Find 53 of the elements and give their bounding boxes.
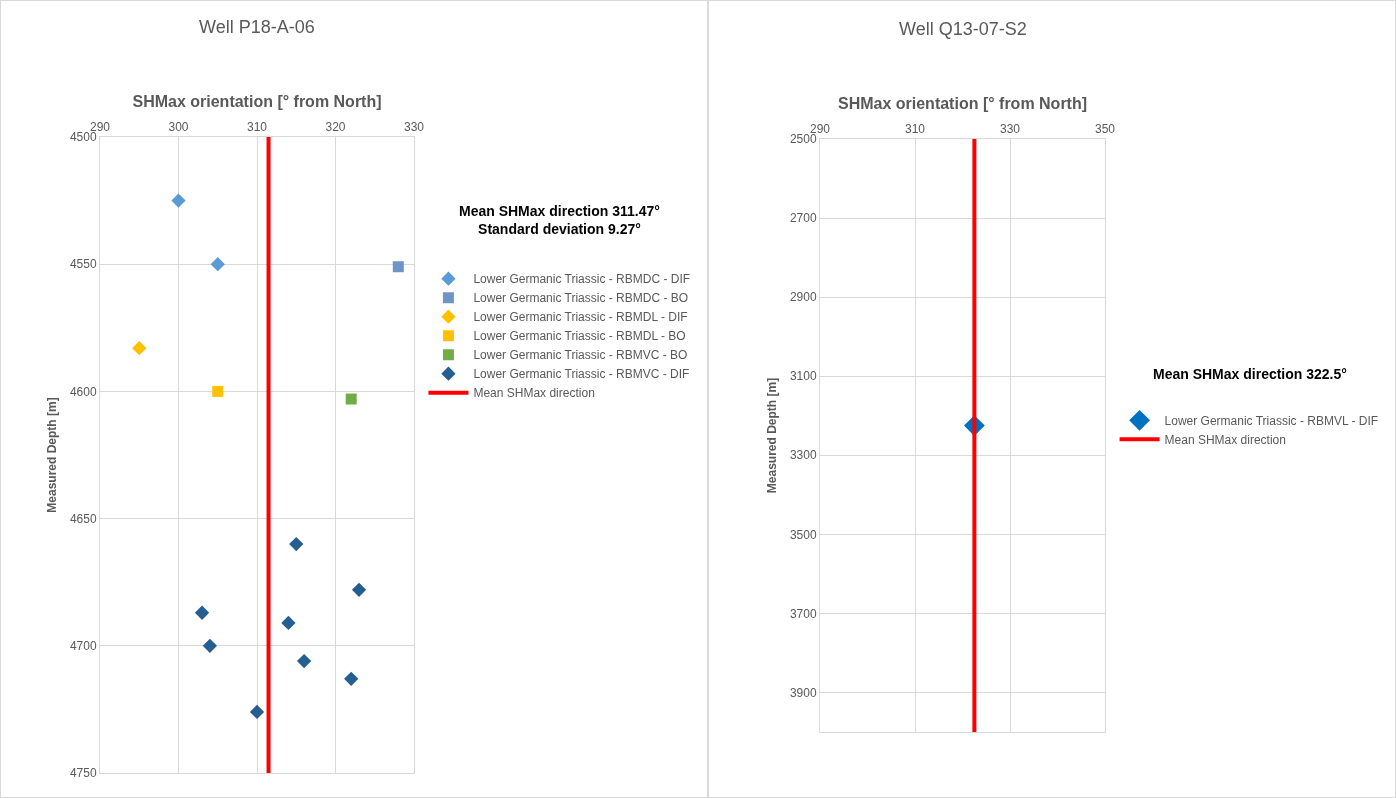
legend-label: Lower Germanic Triassic - RBMDC - DIF [473, 272, 691, 287]
chart-title: Well P18-A-06 [199, 17, 315, 37]
y-tick-label: 3100 [789, 369, 817, 384]
x-axis-title: SHMax orientation [° from North] [837, 95, 1088, 113]
legend-label: Lower Germanic Triassic - RBMVL - DIF [1164, 414, 1379, 429]
y-tick-label: 3500 [789, 527, 817, 542]
y-tick-label: 2500 [789, 132, 817, 147]
y-tick-label: 4600 [69, 384, 97, 399]
point [344, 671, 359, 687]
y-tick-label: 3700 [789, 606, 817, 621]
point [132, 341, 147, 356]
point [202, 638, 218, 653]
legend-label: Lower Germanic Triassic - RBMDL - DIF [473, 310, 688, 325]
y-tick-label: 4700 [69, 639, 97, 653]
text: Mean SHMax direction 322.5° [1153, 366, 1347, 382]
point [351, 582, 367, 597]
x-tick-label: 310 [246, 120, 268, 135]
y-tick-label: 4750 [69, 766, 97, 781]
point [194, 605, 210, 620]
y-tick-label: 2900 [789, 290, 817, 305]
legend-label: Mean SHMax direction [1164, 433, 1286, 448]
point [249, 704, 265, 720]
y-axis-title: Measured Depth [m] [45, 397, 60, 513]
y-axis-title: Measured Depth [m] [765, 377, 780, 494]
text: Standard deviation 9.27° [478, 221, 641, 238]
x-tick-label: 330 [999, 122, 1021, 137]
y-tick-label: 4550 [69, 257, 97, 272]
x-tick-label: 350 [1094, 122, 1116, 137]
legend-label: Lower Germanic Triassic - RBMDL - BO [473, 329, 686, 344]
point [210, 257, 225, 272]
chart-title: Well Q13-07-S2 [899, 19, 1027, 39]
legend-label: Lower Germanic Triassic - RBMVC - BO [473, 348, 688, 363]
y-tick-label: 4650 [69, 511, 97, 526]
x-axis-title: SHMax orientation [° from North] [132, 93, 382, 111]
x-tick-label: 310 [904, 122, 926, 137]
point [212, 385, 224, 397]
x-tick-label: 320 [325, 120, 346, 135]
legend-label: Lower Germanic Triassic - RBMDC - BO [473, 291, 689, 306]
y-tick-label: 3300 [789, 448, 817, 463]
y-tick-label: 2700 [789, 211, 817, 226]
point [296, 653, 312, 669]
point [289, 536, 304, 552]
point [281, 615, 296, 631]
x-tick-label: 300 [168, 120, 189, 135]
point [345, 393, 357, 405]
legend-label: Mean SHMax direction [473, 386, 595, 401]
point [171, 193, 186, 208]
legend-label: Lower Germanic Triassic - RBMVC - DIF [473, 367, 690, 382]
text: Mean SHMax direction 311.47° [459, 203, 660, 219]
y-tick-label: 4500 [69, 130, 97, 145]
y-tick-label: 3900 [789, 685, 817, 700]
x-tick-label: 330 [403, 120, 425, 135]
point [392, 261, 404, 273]
